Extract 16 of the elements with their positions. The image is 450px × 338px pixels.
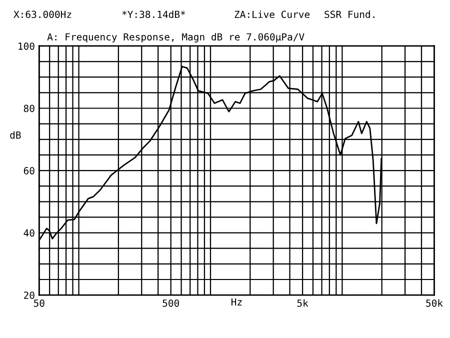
- y-axis-title: dB: [10, 131, 21, 139]
- chart-title: A: Frequency Response, Magn dB re 7.060µPa/V: [47, 33, 304, 42]
- x-tick-label: 500: [162, 299, 179, 307]
- x-tick-label: 50: [34, 299, 44, 307]
- text: SSR Fund.: [324, 10, 374, 18]
- text: ZA:Live Curve: [234, 10, 310, 18]
- x-axis-title: Hz: [231, 298, 242, 306]
- y-tick-label: 20: [24, 292, 34, 299]
- x-tick-label: 50k: [426, 299, 443, 307]
- text: *Y:38.14dB*: [122, 10, 186, 18]
- y-tick-label: 60: [24, 167, 34, 174]
- y-tick-label: 100: [18, 42, 34, 50]
- text: X:63.000Hz: [14, 10, 72, 18]
- y-tick-label: 80: [24, 104, 34, 112]
- x-tick-label: 5k: [297, 299, 308, 307]
- y-tick-label: 40: [24, 229, 34, 237]
